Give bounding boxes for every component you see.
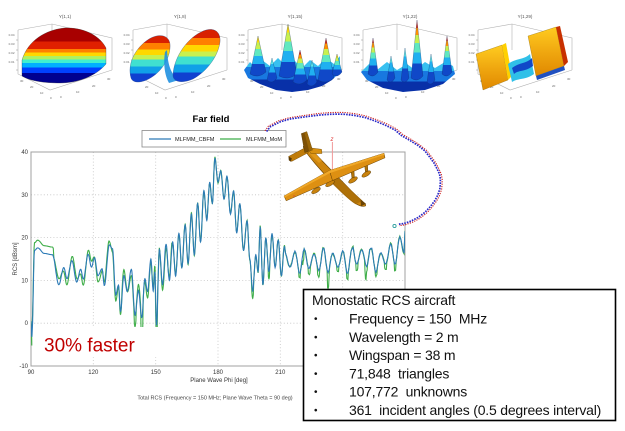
svg-text:71,848 triangles: 71,848 triangles: [349, 365, 449, 381]
svg-text:Far field: Far field: [193, 114, 230, 125]
svg-text:20: 20: [490, 85, 494, 89]
svg-text:180: 180: [213, 370, 224, 376]
svg-text:107,772 unknowns: 107,772 unknowns: [349, 384, 467, 400]
svg-text:Y(1,1): Y(1,1): [59, 14, 72, 19]
svg-text:0: 0: [510, 96, 512, 100]
svg-text:30: 30: [20, 79, 24, 83]
svg-text:0.04: 0.04: [469, 33, 475, 37]
svg-text:0.02: 0.02: [124, 51, 130, 55]
svg-text:0: 0: [50, 96, 52, 100]
svg-text:20: 20: [322, 84, 326, 88]
svg-text:•: •: [314, 332, 318, 343]
svg-text:0: 0: [165, 96, 167, 100]
svg-text:30: 30: [222, 77, 226, 81]
svg-text:10: 10: [40, 91, 44, 95]
svg-text:0: 0: [290, 95, 292, 99]
svg-text:•: •: [314, 406, 318, 417]
svg-text:•: •: [314, 314, 318, 325]
svg-text:10: 10: [306, 90, 310, 94]
svg-text:Wavelength = 2 m: Wavelength = 2 m: [349, 329, 459, 345]
svg-text:30% faster: 30% faster: [44, 336, 135, 357]
svg-text:0.04: 0.04: [354, 33, 360, 37]
svg-text:10: 10: [21, 278, 28, 284]
svg-text:•: •: [314, 351, 318, 362]
svg-text:0.04: 0.04: [9, 33, 15, 37]
svg-text:Y(1,8): Y(1,8): [174, 14, 187, 19]
svg-text:0.01: 0.01: [124, 60, 130, 64]
svg-text:MLFMM_CBFM: MLFMM_CBFM: [175, 137, 215, 143]
svg-text:30: 30: [21, 193, 28, 199]
svg-text:Plane Wave Phi [deg]: Plane Wave Phi [deg]: [190, 378, 248, 384]
svg-text:0.04: 0.04: [124, 33, 130, 37]
svg-text:•: •: [314, 387, 318, 398]
svg-text:0.01: 0.01: [354, 60, 360, 64]
svg-text:0: 0: [520, 95, 522, 99]
svg-text:Y(1,15): Y(1,15): [288, 14, 303, 19]
svg-text:210: 210: [275, 370, 286, 376]
svg-text:30: 30: [250, 79, 254, 83]
svg-text:Y(1,22): Y(1,22): [403, 14, 418, 19]
svg-text:RCS [dBsm]: RCS [dBsm]: [13, 242, 19, 275]
svg-text:30: 30: [452, 77, 456, 81]
svg-text:20: 20: [375, 85, 379, 89]
svg-text:20: 20: [92, 84, 96, 88]
svg-text:0.04: 0.04: [239, 33, 245, 37]
svg-text:10: 10: [76, 90, 80, 94]
svg-text:30: 30: [365, 79, 369, 83]
svg-text:40: 40: [21, 150, 28, 156]
svg-text:10: 10: [191, 90, 195, 94]
svg-text:Frequency = 150 MHz: Frequency = 150 MHz: [349, 311, 487, 327]
svg-text:150: 150: [151, 370, 162, 376]
svg-text:10: 10: [385, 91, 389, 95]
svg-text:20: 20: [552, 84, 556, 88]
svg-text:20: 20: [260, 85, 264, 89]
svg-text:10: 10: [536, 90, 540, 94]
svg-text:0: 0: [395, 96, 397, 100]
svg-text:Total RCS (Frequency = 150 MHz: Total RCS (Frequency = 150 MHz; Plane Wa…: [137, 396, 292, 402]
svg-text:30: 30: [107, 77, 111, 81]
svg-text:30: 30: [567, 77, 571, 81]
svg-text:20: 20: [145, 85, 149, 89]
svg-text:90: 90: [28, 370, 35, 376]
svg-text:0.01: 0.01: [239, 60, 245, 64]
svg-text:10: 10: [421, 90, 425, 94]
svg-text:10: 10: [270, 91, 274, 95]
svg-text:Wingspan = 38 m: Wingspan = 38 m: [349, 347, 455, 363]
svg-text:20: 20: [207, 84, 211, 88]
svg-text:Y(1,29): Y(1,29): [518, 14, 533, 19]
svg-text:0.01: 0.01: [9, 60, 15, 64]
svg-text:Monostatic RCS aircraft: Monostatic RCS aircraft: [312, 292, 456, 308]
svg-text:10: 10: [155, 91, 159, 95]
svg-text:0.03: 0.03: [469, 42, 475, 46]
svg-text:0.03: 0.03: [354, 42, 360, 46]
svg-text:x: x: [292, 193, 296, 198]
svg-text:0.03: 0.03: [9, 42, 15, 46]
svg-text:120: 120: [88, 370, 99, 376]
svg-text:-10: -10: [19, 364, 28, 370]
svg-text:0.03: 0.03: [239, 42, 245, 46]
svg-text:0: 0: [25, 321, 29, 327]
svg-text:10: 10: [500, 91, 504, 95]
svg-text:0.02: 0.02: [239, 51, 245, 55]
svg-text:0.02: 0.02: [354, 51, 360, 55]
svg-text:0: 0: [280, 96, 282, 100]
svg-text:0: 0: [60, 95, 62, 99]
svg-text:0.02: 0.02: [469, 51, 475, 55]
svg-text:20: 20: [21, 236, 28, 242]
svg-text:0: 0: [405, 95, 407, 99]
svg-text:•: •: [314, 369, 318, 380]
svg-text:0: 0: [175, 95, 177, 99]
svg-text:MLFMM_MoM: MLFMM_MoM: [246, 137, 282, 143]
svg-text:361 incident angles (0.5 degr: 361 incident angles (0.5 degrees interva…: [349, 402, 601, 418]
svg-text:30: 30: [337, 77, 341, 81]
svg-text:20: 20: [30, 85, 34, 89]
svg-text:z: z: [330, 137, 334, 143]
svg-text:0.03: 0.03: [124, 42, 130, 46]
svg-text:0.02: 0.02: [9, 51, 15, 55]
svg-text:20: 20: [437, 84, 441, 88]
svg-text:0.01: 0.01: [469, 60, 475, 64]
